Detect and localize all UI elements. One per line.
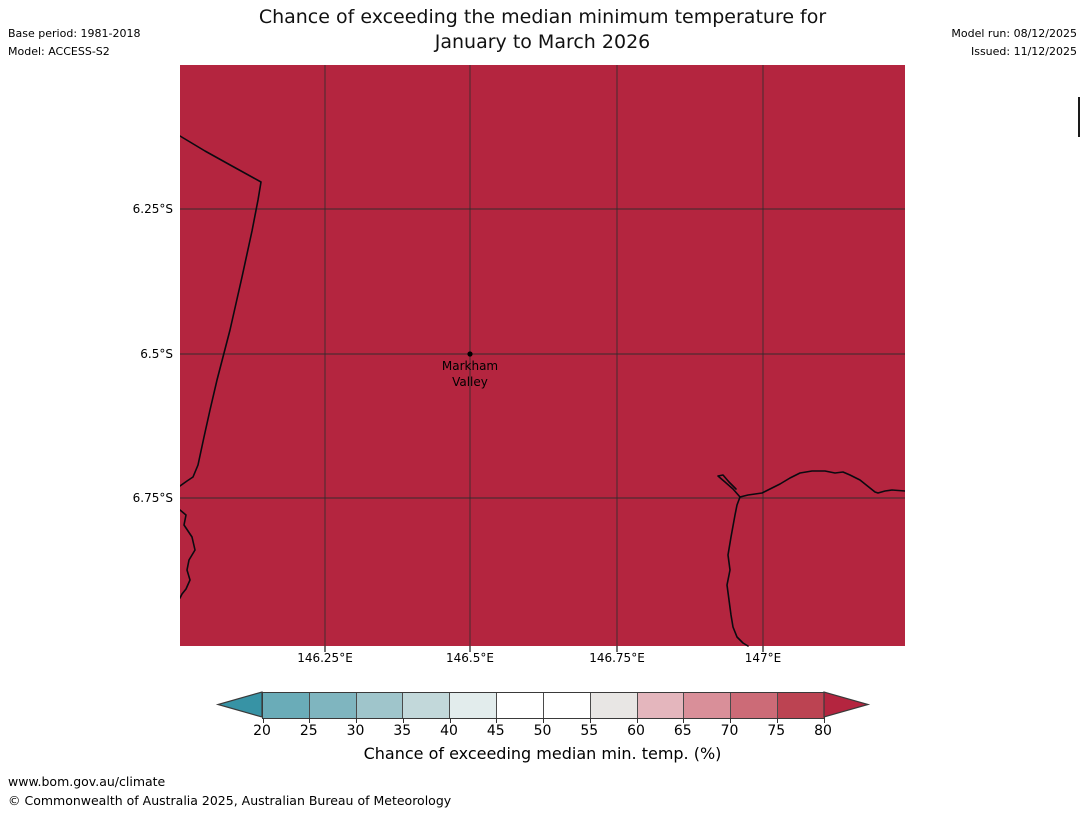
- colorbar-segment-40-45: [449, 693, 497, 718]
- colorbar-tick-label-20: 20: [253, 723, 271, 739]
- map-fill: [180, 65, 905, 646]
- colorbar-tick: [636, 718, 638, 723]
- colorbar-tick-label-50: 50: [533, 723, 552, 739]
- colorbar-tick: [356, 718, 357, 723]
- colorbar-tick: [309, 718, 311, 723]
- base-period-text: Base period: 1981-2018: [8, 27, 141, 40]
- footer-copyright: © Commonwealth of Australia 2025, Austra…: [8, 793, 452, 808]
- colorbar-tick-label-30: 30: [346, 723, 365, 739]
- lat-label-6-75s: 6.75°S: [132, 491, 173, 505]
- colorbar-segment-25-30: [308, 693, 356, 718]
- colorbar-tick: [776, 718, 778, 723]
- lon-label-146-5e: 146.5°E: [446, 651, 494, 665]
- colorbar-segment-45-50: [496, 693, 543, 718]
- lon-label-146-75e: 146.75°E: [589, 651, 645, 665]
- gridlines: [180, 65, 905, 646]
- colorbar-tick: [402, 718, 404, 723]
- issued-text: Issued: 11/12/2025: [970, 45, 1077, 58]
- colorbar-tick-label-70: 70: [720, 723, 739, 739]
- colorbar-segment-55-60: [589, 693, 637, 718]
- model-run-text: Model run: 08/12/2025: [951, 27, 1077, 40]
- colorbar-segment-20-25: [263, 693, 309, 718]
- model-text: Model: ACCESS-S2: [8, 45, 110, 58]
- colorbar-tick-label-45: 45: [486, 723, 505, 739]
- colorbar-tick: [262, 718, 264, 723]
- colorbar-tick: [823, 718, 825, 723]
- colorbar: [262, 692, 825, 723]
- place-marker-label-line2: Valley: [452, 375, 488, 389]
- colorbar-segment-75-80: [777, 693, 824, 718]
- colorbar-tick-label-25: 25: [299, 723, 318, 739]
- colorbar-segment-35-40: [402, 693, 450, 718]
- colorbar-segment-60-65: [636, 693, 684, 718]
- colorbar-title: Chance of exceeding median min. temp. (%…: [363, 744, 722, 763]
- place-marker-dot: [467, 351, 473, 357]
- colorbar-tick-label-65: 65: [673, 723, 692, 739]
- colorbar-arrow-left: [215, 691, 263, 718]
- right-edge-mark: [1078, 97, 1080, 137]
- colorbar-tick: [730, 718, 731, 723]
- lon-label-147e: 147°E: [744, 651, 782, 665]
- colorbar-tick: [449, 718, 451, 723]
- colorbar-tick: [589, 718, 591, 723]
- colorbar-tick: [496, 718, 498, 723]
- colorbar-arrow-right: [823, 691, 871, 718]
- colorbar-tick-label-75: 75: [767, 723, 786, 739]
- page-title-line1: Chance of exceeding the median minimum t…: [258, 6, 827, 28]
- lon-label-146-25e: 146.25°E: [297, 651, 353, 665]
- lat-label-6-25s: 6.25°S: [132, 202, 173, 216]
- colorbar-tick-label-80: 80: [814, 723, 832, 739]
- meta-left: Base period: 1981-2018 Model: ACCESS-S2: [8, 25, 140, 61]
- colorbar-tick: [683, 718, 685, 723]
- coastlines: [180, 135, 905, 647]
- colorbar-segment-65-70: [683, 693, 731, 718]
- colorbar-tick-label-35: 35: [393, 723, 412, 739]
- colorbar-tick-label-55: 55: [580, 723, 599, 739]
- colorbar-tick: [543, 718, 544, 723]
- axis-ticks-bottom: [324, 646, 764, 652]
- map-canvas: [180, 65, 905, 652]
- colorbar-tick-label-60: 60: [627, 723, 645, 739]
- place-marker-label-line1: Markham: [441, 359, 499, 373]
- footer-url: www.bom.gov.au/climate: [8, 774, 166, 789]
- colorbar-segment-70-75: [730, 693, 778, 718]
- colorbar-tick-label-40: 40: [440, 723, 458, 739]
- page-title-line2: January to March 2026: [434, 31, 651, 53]
- lat-label-6-5s: 6.5°S: [140, 347, 173, 361]
- colorbar-segment-50-55: [542, 693, 590, 718]
- colorbar-segment-30-35: [355, 693, 403, 718]
- meta-right: Model run: 08/12/2025 Issued: 11/12/2025: [951, 25, 1077, 61]
